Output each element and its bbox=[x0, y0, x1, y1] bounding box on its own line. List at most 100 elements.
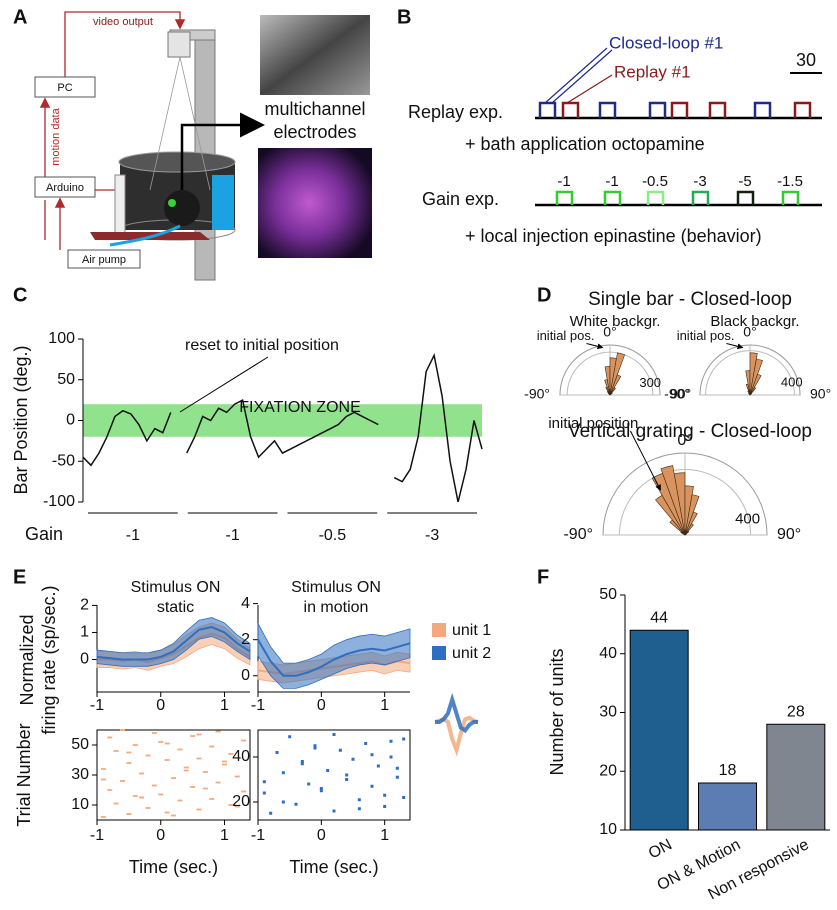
gain-label: -3 bbox=[693, 173, 706, 190]
gain-label: -1.5 bbox=[777, 173, 803, 190]
photo bbox=[260, 15, 370, 95]
annotation: reset to initial position bbox=[185, 337, 339, 354]
y-axis-label: Bar Position (deg.) bbox=[11, 345, 31, 494]
spike bbox=[313, 746, 317, 750]
replay-label: Replay #1 bbox=[614, 62, 691, 81]
panel-label: F bbox=[537, 566, 549, 588]
trace bbox=[83, 352, 483, 502]
mean-line bbox=[96, 626, 251, 661]
spike bbox=[288, 735, 292, 739]
spike bbox=[269, 811, 273, 815]
spike bbox=[113, 750, 119, 752]
value-label: 44 bbox=[650, 609, 668, 626]
spike bbox=[332, 733, 336, 736]
y-tick-label: 0 bbox=[66, 412, 75, 429]
screen bbox=[212, 175, 234, 230]
pointer bbox=[566, 74, 613, 104]
x-tick-label: 1 bbox=[380, 827, 389, 844]
panel-label: D bbox=[537, 284, 551, 306]
pulse bbox=[561, 101, 580, 118]
spike bbox=[100, 816, 106, 818]
bar bbox=[629, 629, 689, 831]
y-tick-label: 30 bbox=[599, 704, 617, 721]
y-tick-label: 2 bbox=[80, 597, 89, 614]
y-tick-label: 100 bbox=[48, 330, 75, 347]
closed-loop-label: Closed-loop #1 bbox=[609, 33, 723, 52]
error-band bbox=[257, 623, 411, 689]
spike bbox=[383, 805, 387, 808]
x-tick-label: 0 bbox=[156, 697, 165, 714]
spike bbox=[370, 784, 374, 788]
pulse bbox=[648, 101, 667, 118]
mean-line bbox=[257, 639, 411, 677]
spike bbox=[307, 782, 311, 786]
gain-value: -3 bbox=[425, 527, 439, 544]
angle-tick-label: 0° bbox=[743, 324, 756, 340]
pulse bbox=[753, 101, 772, 118]
legend-swatch bbox=[432, 623, 446, 637]
spike bbox=[222, 760, 227, 763]
spike bbox=[139, 772, 145, 775]
spike bbox=[345, 773, 349, 777]
scale-bar-label: 30 bbox=[796, 50, 816, 70]
pulse bbox=[708, 101, 727, 118]
air-pump-box bbox=[67, 249, 141, 269]
replay-note: + bath application octopamine bbox=[465, 134, 705, 154]
x-tick-label: -1 bbox=[251, 827, 265, 844]
y-tick-label: 0 bbox=[241, 667, 250, 684]
angle-tick-label: -90° bbox=[524, 386, 550, 402]
video-arrow bbox=[64, 11, 186, 77]
photo bbox=[258, 148, 372, 258]
spike bbox=[209, 798, 215, 800]
replay-exp-label: Replay exp. bbox=[408, 102, 503, 122]
bar bbox=[766, 723, 826, 831]
pulse bbox=[781, 190, 800, 205]
spike bbox=[132, 795, 138, 797]
polar-subtitle: White backgr. bbox=[570, 313, 661, 330]
pulse bbox=[555, 190, 574, 205]
spike bbox=[294, 802, 298, 806]
y-tick-label: 50 bbox=[71, 736, 89, 753]
panel-label: B bbox=[397, 6, 411, 28]
spike bbox=[351, 757, 355, 761]
electrode-arrow bbox=[180, 112, 265, 190]
y-tick-label: 10 bbox=[599, 821, 617, 838]
r-tick-label: 400 bbox=[735, 511, 760, 528]
raster-box bbox=[257, 729, 411, 821]
spike bbox=[158, 741, 164, 743]
error-band bbox=[96, 617, 251, 667]
electrode-label: electrodes bbox=[273, 122, 356, 142]
spike bbox=[345, 778, 349, 781]
pc-box bbox=[34, 76, 96, 98]
value-label: 28 bbox=[787, 703, 805, 720]
x-tick-label: 0 bbox=[317, 697, 326, 714]
spike bbox=[183, 766, 189, 769]
y-tick-label: 20 bbox=[232, 793, 250, 810]
spike bbox=[338, 748, 342, 752]
x-axis-label: Time (sec.) bbox=[129, 857, 218, 877]
x-tick-label: 1 bbox=[380, 697, 389, 714]
spike bbox=[177, 748, 183, 751]
spike bbox=[326, 769, 330, 772]
pulse bbox=[736, 190, 755, 205]
spike bbox=[120, 729, 125, 731]
y-tick-label: -50 bbox=[52, 452, 75, 469]
spike bbox=[389, 739, 393, 743]
polar-bar bbox=[673, 472, 686, 536]
x-tick-label: ON bbox=[646, 836, 675, 862]
spike bbox=[300, 760, 304, 763]
y-axis-label: Normalized bbox=[17, 614, 37, 705]
subplot-title: Stimulus ON bbox=[131, 579, 221, 596]
y-axis-label: firing rate (sp/sec.) bbox=[39, 585, 59, 734]
spike bbox=[395, 766, 399, 770]
spike bbox=[389, 755, 393, 759]
pulse bbox=[670, 101, 689, 118]
gain-label: -5 bbox=[738, 173, 751, 190]
setup-diagram: video output PC motion data Arduino Air … bbox=[34, 11, 372, 281]
annotation-arrow bbox=[629, 430, 661, 491]
spike bbox=[196, 757, 202, 760]
spike bbox=[319, 787, 323, 790]
camera bbox=[167, 31, 191, 58]
spike bbox=[196, 733, 202, 736]
y-tick-label: 10 bbox=[71, 796, 89, 813]
